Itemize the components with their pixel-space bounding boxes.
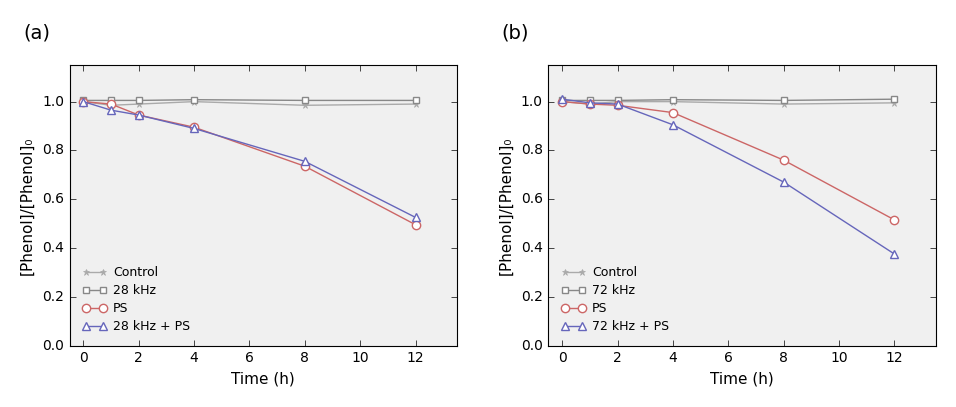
Control (612, 99, 623, 104)
X-axis label: Time (h): Time (h) (710, 372, 774, 387)
28 kHz + PS (410, 215, 422, 220)
Line: 28 kHz: 28 kHz (80, 96, 419, 104)
28 kHz (188, 97, 200, 102)
Line: 72 kHz + PS: 72 kHz + PS (558, 95, 899, 258)
Text: (b): (b) (502, 24, 530, 43)
PS (584, 102, 596, 107)
Control (188, 99, 200, 104)
72 kHz + PS (667, 123, 679, 127)
72 kHz (889, 97, 901, 102)
28 kHz (410, 98, 422, 103)
72 kHz + PS (778, 179, 790, 184)
Control (299, 103, 311, 108)
72 kHz (667, 97, 679, 102)
28 kHz + PS (105, 108, 117, 113)
Control (105, 103, 117, 108)
28 kHz + PS (77, 99, 89, 104)
28 kHz (77, 98, 89, 103)
Control (133, 102, 144, 107)
72 kHz + PS (556, 97, 568, 102)
28 kHz (105, 98, 117, 103)
72 kHz + PS (612, 102, 623, 107)
28 kHz + PS (299, 159, 311, 164)
28 kHz + PS (188, 126, 200, 131)
PS (188, 125, 200, 130)
Control (556, 99, 568, 104)
72 kHz + PS (584, 101, 596, 105)
PS (133, 113, 144, 118)
Control (889, 101, 901, 105)
72 kHz + PS (889, 252, 901, 256)
PS (889, 217, 901, 222)
28 kHz + PS (133, 113, 144, 118)
Line: 28 kHz + PS: 28 kHz + PS (79, 97, 420, 222)
Line: Control: Control (80, 98, 419, 109)
28 kHz (133, 98, 144, 103)
PS (299, 164, 311, 168)
PS (77, 99, 89, 104)
Legend: Control, 28 kHz, PS, 28 kHz + PS: Control, 28 kHz, PS, 28 kHz + PS (76, 260, 197, 339)
Line: Control: Control (558, 98, 898, 107)
28 kHz (299, 98, 311, 103)
PS (556, 99, 568, 104)
X-axis label: Time (h): Time (h) (231, 372, 295, 387)
72 kHz (556, 98, 568, 103)
Control (410, 102, 422, 107)
PS (410, 222, 422, 227)
Control (584, 102, 596, 107)
PS (612, 103, 623, 108)
Legend: Control, 72 kHz, PS, 72 kHz + PS: Control, 72 kHz, PS, 72 kHz + PS (554, 260, 676, 339)
72 kHz (778, 98, 790, 103)
Y-axis label: [Phenol]/[Phenol]₀: [Phenol]/[Phenol]₀ (20, 136, 35, 275)
Line: PS: PS (79, 97, 420, 229)
PS (667, 110, 679, 115)
72 kHz (612, 98, 623, 103)
Line: PS: PS (558, 97, 899, 224)
PS (105, 102, 117, 107)
Control (667, 99, 679, 104)
72 kHz (584, 98, 596, 103)
Control (77, 99, 89, 104)
Line: 72 kHz: 72 kHz (558, 96, 898, 104)
Text: (a): (a) (23, 24, 50, 43)
Y-axis label: [Phenol]/[Phenol]₀: [Phenol]/[Phenol]₀ (499, 136, 513, 275)
PS (778, 158, 790, 163)
Control (778, 102, 790, 107)
